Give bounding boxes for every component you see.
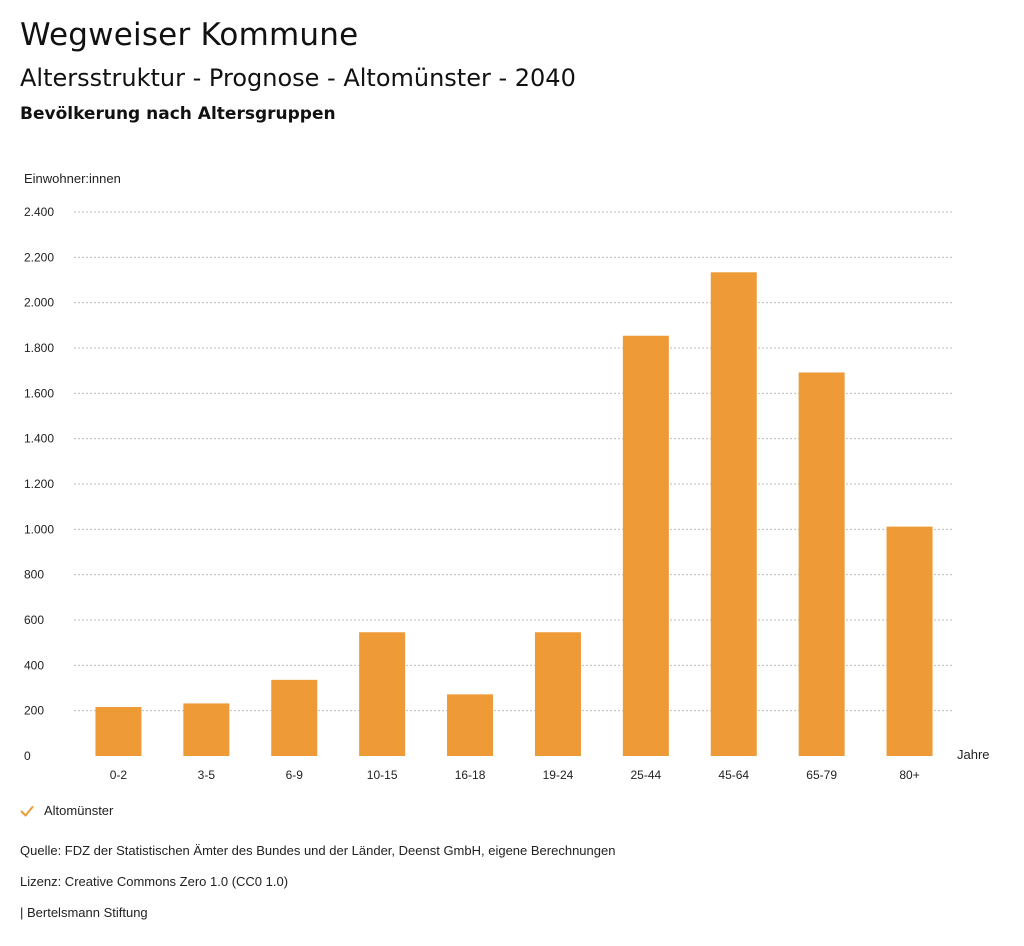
y-tick-label: 600 — [24, 613, 44, 627]
y-tick-label: 400 — [24, 658, 44, 672]
x-tick-label: 3-5 — [198, 768, 216, 782]
y-tick-label: 1.000 — [24, 522, 54, 536]
bar-16-18[interactable] — [447, 694, 494, 756]
y-axis-ticks: 0 200 400 600 800 1.000 1.200 1.400 1.600 1.800 2.… — [24, 205, 54, 763]
bar-80+[interactable] — [886, 526, 933, 756]
page-subtitle: Altersstruktur - Prognose - Altomünster … — [20, 64, 576, 92]
chart-heading: Bevölkerung nach Altersgruppen — [20, 104, 336, 124]
bars — [95, 272, 933, 756]
x-tick-label: 10-15 — [367, 768, 398, 782]
y-tick-label: 1.400 — [24, 432, 54, 446]
checkmark-icon — [20, 805, 34, 816]
page-title: Wegweiser Kommune — [20, 17, 359, 53]
x-tick-label: 19-24 — [543, 768, 574, 782]
bar-65-79[interactable] — [798, 372, 845, 756]
bar-25-44[interactable] — [622, 335, 669, 756]
bar-6-9[interactable] — [271, 679, 318, 756]
y-tick-label: 1.200 — [24, 477, 54, 491]
x-tick-label: 25-44 — [630, 768, 661, 782]
x-axis-ticks: 0-2 3-5 6-9 10-15 16-18 19-24 25-44 45-64 65-79 8… — [110, 768, 920, 782]
y-tick-label: 2.200 — [24, 250, 54, 264]
publisher-note: | Bertelsmann Stiftung — [20, 905, 148, 920]
y-tick-label: 2.000 — [24, 296, 54, 310]
x-axis-label: Jahre — [957, 747, 990, 762]
x-tick-label: 16-18 — [455, 768, 486, 782]
y-axis-label: Einwohner:innen — [24, 171, 121, 186]
y-tick-label: 800 — [24, 568, 44, 582]
x-tick-label: 80+ — [899, 768, 919, 782]
y-tick-label: 0 — [24, 749, 31, 763]
y-tick-label: 1.600 — [24, 386, 54, 400]
y-tick-label: 2.400 — [24, 205, 54, 219]
x-tick-label: 0-2 — [110, 768, 128, 782]
bar-3-5[interactable] — [183, 703, 230, 756]
y-tick-label: 1.800 — [24, 341, 54, 355]
x-tick-label: 45-64 — [718, 768, 749, 782]
bar-19-24[interactable] — [534, 632, 581, 756]
legend-label-altomuenster: Altomünster — [44, 803, 114, 818]
x-tick-label: 6-9 — [286, 768, 304, 782]
legend[interactable]: Altomünster — [20, 803, 113, 818]
bar-10-15[interactable] — [359, 632, 406, 756]
bar-45-64[interactable] — [710, 272, 757, 756]
bar-0-2[interactable] — [95, 707, 142, 756]
x-tick-label: 65-79 — [806, 768, 837, 782]
y-tick-label: 200 — [24, 704, 44, 718]
source-note: Quelle: FDZ der Statistischen Ämter des … — [20, 843, 616, 858]
license-note: Lizenz: Creative Commons Zero 1.0 (CC0 1… — [20, 874, 289, 889]
